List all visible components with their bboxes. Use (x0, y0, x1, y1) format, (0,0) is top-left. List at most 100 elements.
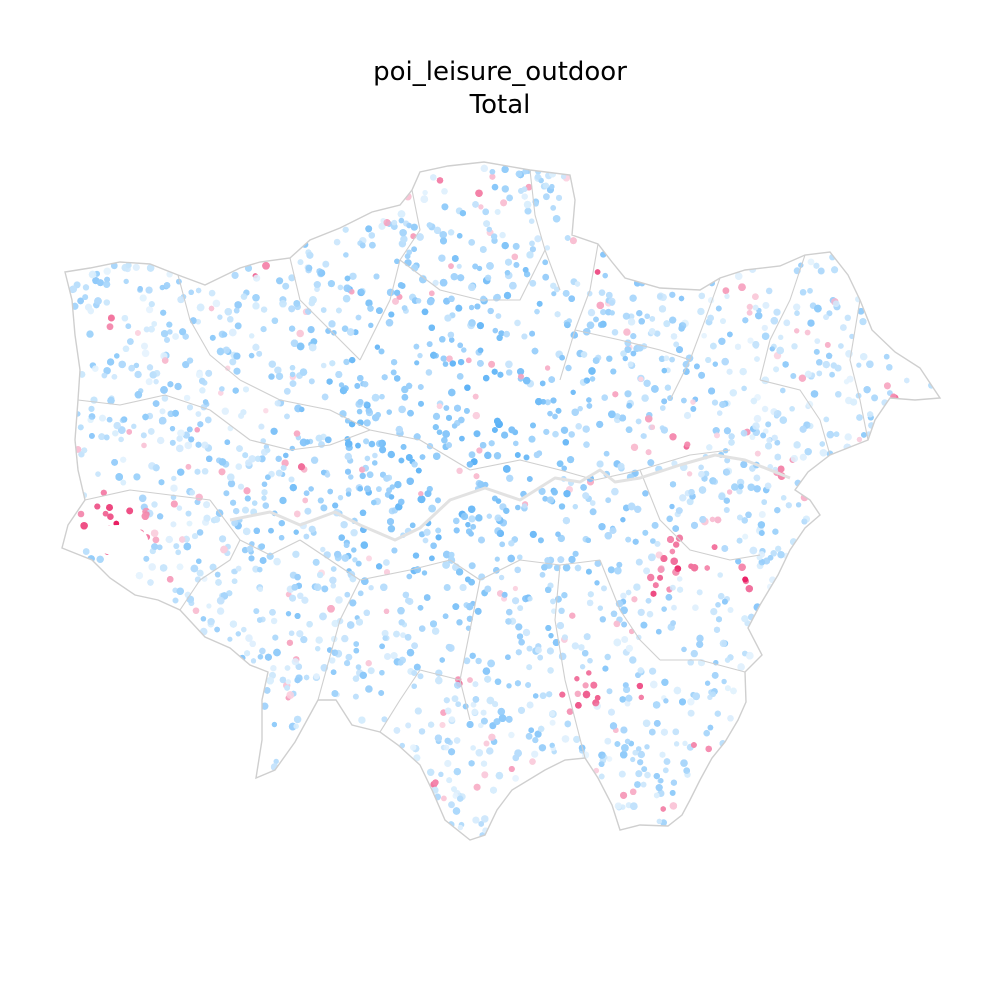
poi-point (268, 527, 274, 534)
poi-point (578, 644, 585, 651)
poi-point (176, 587, 184, 595)
poi-point (368, 585, 374, 591)
poi-point (804, 329, 811, 336)
poi-point (738, 283, 746, 292)
poi-point (472, 263, 479, 270)
poi-point (517, 605, 524, 611)
poi-point (529, 530, 537, 538)
poi-point (501, 242, 509, 250)
poi-point (163, 282, 171, 289)
poi-point (669, 316, 677, 324)
poi-point (799, 289, 807, 296)
poi-point (687, 471, 693, 477)
poi-point (206, 603, 212, 609)
poi-point (515, 504, 521, 511)
poi-point (179, 328, 187, 336)
poi-point (513, 440, 519, 447)
poi-point (446, 777, 453, 784)
poi-point (383, 219, 391, 227)
poi-point (555, 407, 562, 414)
poi-point (620, 517, 626, 523)
poi-point (642, 719, 651, 727)
poi-point (508, 766, 515, 772)
poi-point (721, 545, 729, 552)
poi-point (586, 670, 592, 676)
poi-point (445, 442, 452, 449)
poi-point (683, 767, 690, 774)
poi-point (665, 594, 673, 601)
poi-point (439, 336, 446, 343)
poi-point (694, 363, 700, 370)
poi-point (614, 802, 622, 810)
poi-point (201, 468, 209, 475)
poi-point (771, 434, 778, 441)
poi-point (360, 541, 368, 549)
poi-point (636, 682, 644, 690)
poi-point (661, 678, 669, 686)
poi-point (575, 423, 582, 430)
poi-point (417, 352, 423, 359)
poi-point (846, 375, 854, 383)
poi-point (630, 350, 637, 357)
poi-point (232, 387, 239, 394)
poi-point (530, 422, 536, 429)
poi-point (145, 378, 153, 386)
poi-point (790, 455, 798, 463)
poi-point (320, 504, 328, 512)
poi-point (503, 291, 512, 300)
poi-point (590, 681, 598, 689)
poi-point (206, 455, 213, 462)
poi-point (243, 527, 251, 536)
poi-point (521, 193, 528, 200)
poi-point (433, 452, 441, 460)
poi-point (439, 278, 448, 287)
poi-point (779, 416, 787, 424)
poi-point (242, 506, 249, 514)
poi-point (660, 819, 667, 827)
poi-point (469, 652, 476, 659)
poi-point (382, 635, 388, 641)
poi-point (664, 384, 672, 391)
poi-point (342, 226, 349, 233)
poi-point (834, 364, 842, 372)
poi-point (481, 717, 488, 725)
poi-point (699, 516, 707, 523)
poi-point (286, 639, 293, 646)
poi-point (483, 374, 490, 382)
poi-point (726, 368, 733, 375)
poi-point (669, 356, 675, 363)
poi-point (675, 534, 684, 542)
poi-point (197, 421, 204, 428)
poi-point (282, 282, 290, 290)
poi-point (440, 355, 447, 362)
poi-point (294, 510, 301, 518)
poi-point (341, 554, 349, 562)
poi-point (580, 664, 586, 670)
poi-point (503, 465, 511, 473)
poi-point (634, 781, 641, 788)
poi-point (758, 511, 766, 518)
poi-point (645, 598, 652, 604)
poi-point (357, 485, 363, 492)
poi-point (793, 303, 801, 311)
poi-point (434, 734, 442, 742)
poi-point (552, 413, 558, 420)
poi-point (513, 262, 520, 268)
poi-point (807, 287, 813, 294)
poi-point (614, 741, 621, 747)
poi-point (331, 330, 337, 336)
poi-point (374, 344, 380, 350)
poi-point (538, 725, 545, 733)
poi-point (635, 418, 642, 425)
poi-point (674, 565, 682, 572)
poi-point (345, 653, 353, 661)
poi-point (549, 719, 556, 726)
poi-point (289, 484, 297, 492)
poi-point (230, 499, 237, 506)
poi-point (359, 671, 367, 679)
poi-point (646, 610, 654, 618)
poi-point (606, 291, 613, 299)
poi-point (622, 682, 629, 688)
poi-point (233, 367, 241, 375)
poi-point (562, 517, 571, 525)
